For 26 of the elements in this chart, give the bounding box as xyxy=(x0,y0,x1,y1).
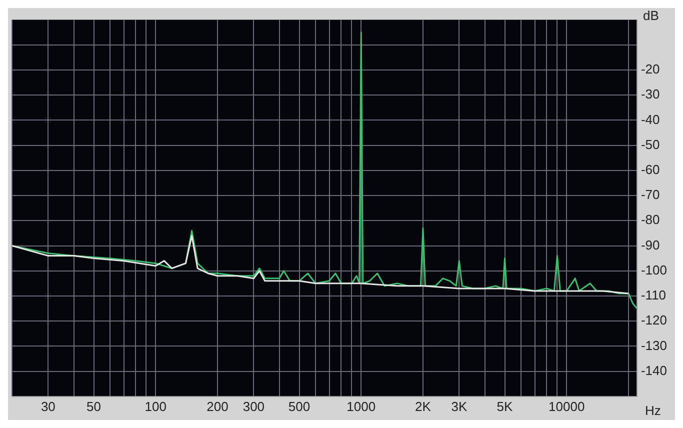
x-tick-label: 300 xyxy=(242,398,265,414)
x-tick-label: 2K xyxy=(415,398,432,414)
y-tick-label: -80 xyxy=(640,212,660,228)
y-tick-label: -140 xyxy=(640,362,668,378)
x-tick-label: 3K xyxy=(451,398,468,414)
y-tick-label: -130 xyxy=(640,338,668,353)
x-tick-label: 1000 xyxy=(346,398,376,414)
y-tick-label: -100 xyxy=(640,262,668,278)
y-tick-label: -50 xyxy=(640,136,660,152)
y-tick-label: -70 xyxy=(640,187,660,202)
y-tick-label: -90 xyxy=(640,237,660,252)
y-axis-title: dB xyxy=(642,8,659,24)
y-tick-label: -60 xyxy=(640,162,660,178)
x-axis-title: Hz xyxy=(644,403,661,418)
y-tick-label: -40 xyxy=(640,112,660,127)
x-tick-label: 5K xyxy=(496,398,514,414)
x-tick-label: 100 xyxy=(144,398,166,414)
y-tick-label: -20 xyxy=(640,62,660,77)
y-tick-label: -120 xyxy=(640,312,668,328)
x-tick-label: 30 xyxy=(40,398,56,414)
x-tick-label: 10000 xyxy=(548,398,585,414)
y-tick-label: -110 xyxy=(640,288,666,303)
y-tick-label: -30 xyxy=(640,86,660,102)
x-tick-label: 200 xyxy=(206,398,228,414)
x-tick-label: 500 xyxy=(288,398,310,414)
x-tick-label: 50 xyxy=(86,398,102,414)
